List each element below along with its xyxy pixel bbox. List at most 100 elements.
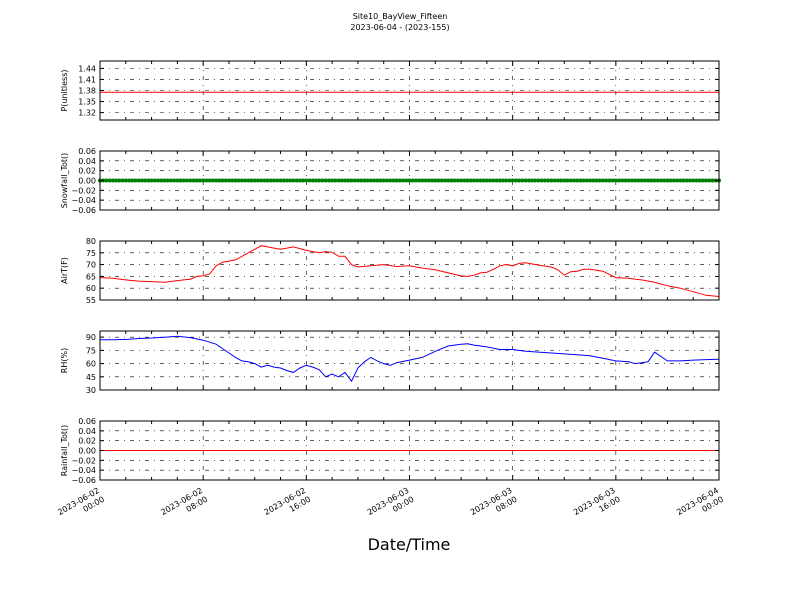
series-point bbox=[165, 178, 170, 183]
y-tick-label: 45 bbox=[86, 373, 96, 382]
series-point bbox=[430, 178, 435, 183]
series-point bbox=[417, 178, 422, 183]
y-tick-label: 0.00 bbox=[78, 447, 96, 456]
series-point bbox=[262, 178, 267, 183]
series-point bbox=[227, 178, 231, 183]
y-tick-label: 75 bbox=[86, 249, 96, 258]
series-point bbox=[259, 178, 264, 183]
series-point bbox=[114, 178, 119, 183]
series-point bbox=[472, 178, 476, 183]
series-point bbox=[223, 178, 228, 183]
series-point bbox=[446, 178, 451, 183]
panel-5: −0.06−0.04−0.020.000.020.040.06 Rainfall_… bbox=[60, 417, 720, 485]
panel-1: 1.32 1.35 1.38 1.41 1.44 P(unitless) bbox=[60, 60, 720, 121]
y-tick-label: 90 bbox=[86, 333, 96, 342]
series-point bbox=[646, 178, 651, 183]
series-point bbox=[617, 178, 622, 183]
y-tick-label: 0.04 bbox=[78, 157, 96, 166]
series-point bbox=[549, 178, 554, 183]
series-point bbox=[443, 178, 447, 183]
series-point bbox=[249, 178, 254, 183]
series-point bbox=[368, 178, 373, 183]
y-tick-label: 0.06 bbox=[78, 147, 96, 156]
series-point bbox=[288, 178, 293, 183]
series-point bbox=[710, 178, 715, 183]
series-point bbox=[139, 178, 144, 183]
series-point bbox=[697, 178, 702, 183]
series-point bbox=[275, 178, 280, 183]
series-point bbox=[104, 178, 109, 183]
series-line-3 bbox=[100, 245, 719, 297]
x-tick-label: 2023-06-0316:00 bbox=[572, 486, 622, 526]
series-point bbox=[307, 178, 312, 183]
series-point bbox=[665, 178, 670, 183]
series-point bbox=[346, 178, 351, 183]
y-axis-label: RH(%) bbox=[60, 348, 69, 373]
series-point bbox=[123, 178, 128, 183]
chart-subtitle: 2023-06-04 - (2023-155) bbox=[350, 23, 450, 32]
series-point bbox=[304, 178, 309, 183]
series-point bbox=[675, 178, 680, 183]
series-point bbox=[704, 178, 709, 183]
series-point bbox=[565, 178, 570, 183]
series-point bbox=[326, 178, 331, 183]
series-point bbox=[681, 178, 686, 183]
series-point bbox=[214, 178, 219, 183]
series-point bbox=[559, 178, 563, 183]
series-point bbox=[623, 178, 628, 183]
series-point bbox=[546, 178, 551, 183]
series-point bbox=[494, 178, 499, 183]
series-point bbox=[691, 178, 696, 183]
series-point bbox=[317, 178, 322, 183]
panel-3: 55 60 65 70 75 80 AirT(F) bbox=[60, 237, 720, 305]
series-point bbox=[401, 178, 406, 183]
series-point bbox=[571, 178, 576, 183]
series-point bbox=[504, 178, 509, 183]
series-point bbox=[194, 178, 199, 183]
series-point bbox=[552, 178, 557, 183]
series-point bbox=[256, 178, 260, 183]
series-point bbox=[301, 178, 306, 183]
y-tick-label: 1.32 bbox=[78, 109, 96, 118]
series-point bbox=[465, 178, 470, 183]
y-tick-label: −0.02 bbox=[71, 456, 96, 465]
y-tick-label: −0.06 bbox=[71, 476, 96, 485]
x-tick-label: 2023-06-0400:00 bbox=[675, 486, 725, 526]
series-point bbox=[668, 178, 673, 183]
series-point bbox=[481, 178, 486, 183]
y-tick-label: 80 bbox=[86, 237, 96, 246]
series-point bbox=[359, 178, 364, 183]
x-tick-label: 2023-06-0308:00 bbox=[469, 486, 519, 526]
y-tick-label: 0.04 bbox=[78, 427, 96, 436]
series-point bbox=[426, 178, 431, 183]
y-tick-label: 70 bbox=[86, 261, 96, 270]
series-point bbox=[143, 178, 148, 183]
series-point bbox=[655, 178, 660, 183]
series-point bbox=[204, 178, 209, 183]
series-point bbox=[252, 178, 257, 183]
series-point bbox=[562, 178, 567, 183]
series-point bbox=[265, 178, 270, 183]
series-point bbox=[333, 178, 338, 183]
series-point bbox=[352, 178, 357, 183]
y-tick-label: −0.02 bbox=[71, 186, 96, 195]
series-point bbox=[207, 178, 212, 183]
series-point bbox=[588, 178, 592, 183]
y-tick-label: −0.06 bbox=[71, 206, 96, 215]
series-point bbox=[694, 178, 699, 183]
series-point bbox=[420, 178, 425, 183]
series-point bbox=[478, 178, 483, 183]
series-point bbox=[462, 178, 467, 183]
series-point bbox=[291, 178, 296, 183]
series-point bbox=[578, 178, 583, 183]
series-point bbox=[230, 178, 235, 183]
series-point bbox=[297, 178, 302, 183]
series-point bbox=[636, 178, 641, 183]
y-tick-label: 30 bbox=[86, 386, 96, 395]
series-point bbox=[423, 178, 428, 183]
series-point bbox=[604, 178, 609, 183]
series-point bbox=[530, 178, 534, 183]
series-point bbox=[314, 178, 318, 183]
x-axis-label: Date/Time bbox=[368, 535, 451, 554]
y-tick-label: 1.44 bbox=[78, 64, 96, 73]
